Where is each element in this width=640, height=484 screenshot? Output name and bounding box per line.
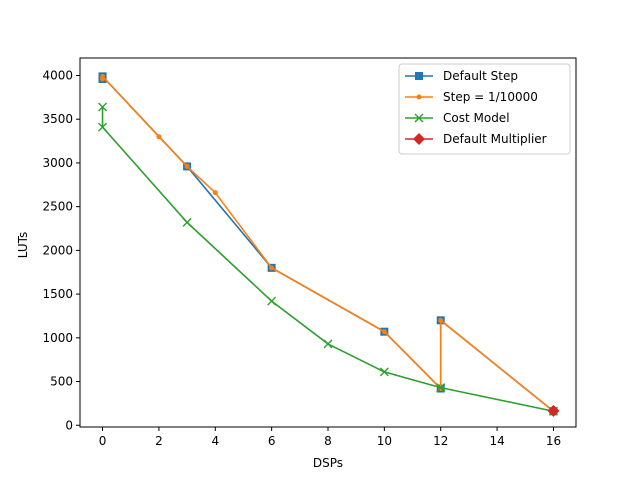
legend-entry: Cost Model — [405, 111, 510, 125]
x-axis-label: DSPs — [313, 456, 343, 470]
legend: Default Step Step = 1/10000 Cost Model Defa… — [398, 63, 571, 155]
legend-label: Default Step — [443, 69, 518, 83]
data-point — [436, 383, 446, 393]
data-point — [156, 134, 162, 140]
legend-label: Step = 1/10000 — [443, 90, 538, 104]
x-tick-label: 12 — [433, 434, 448, 448]
data-point — [547, 404, 560, 417]
series-3 — [547, 404, 560, 417]
legend-box — [398, 63, 571, 155]
data-point — [269, 265, 275, 271]
data-point — [98, 122, 108, 132]
data-point — [98, 102, 108, 112]
y-tick-label: 0 — [65, 418, 73, 432]
axes: 0 2 4 6 8 10 12 14 16 0 500 1000 1500 2000 2500 3000 350… — [42, 57, 577, 448]
series-line — [101, 74, 554, 412]
data-point — [323, 339, 333, 349]
series-line — [101, 106, 554, 413]
legend-marker — [414, 113, 424, 123]
y-tick-label: 4000 — [42, 68, 73, 82]
x-tick-label: 16 — [546, 434, 561, 448]
data-point — [182, 217, 192, 227]
legend-entry: Default Multiplier — [405, 132, 547, 146]
x-tick-label: 14 — [489, 434, 504, 448]
x-tick-label: 10 — [377, 434, 392, 448]
legend-entry: Default Step — [405, 69, 518, 83]
y-tick-label: 1500 — [42, 287, 73, 301]
y-tick-label: 500 — [50, 375, 73, 389]
legend-marker — [415, 72, 423, 80]
legend-marker — [416, 94, 422, 100]
x-tick-label: 0 — [99, 434, 107, 448]
x-tick-label: 6 — [268, 434, 276, 448]
legend-entry: Step = 1/10000 — [405, 90, 538, 104]
data-point — [381, 329, 387, 335]
legend-marker — [413, 133, 425, 145]
legend-label: Default Multiplier — [443, 132, 547, 146]
legend-label: Cost Model — [443, 111, 510, 125]
data-point — [100, 73, 106, 79]
data-point — [438, 317, 444, 323]
y-tick-label: 2500 — [42, 200, 73, 214]
y-axis-label: LUTs — [16, 232, 30, 258]
x-tick-label: 4 — [211, 434, 219, 448]
y-tick-label: 3000 — [42, 156, 73, 170]
y-tick-label: 1000 — [42, 331, 73, 345]
data-point — [184, 163, 190, 169]
x-tick-label: 8 — [324, 434, 332, 448]
data-point — [212, 190, 218, 196]
plot-area — [98, 72, 560, 417]
data-point — [379, 367, 389, 377]
data-point — [267, 296, 277, 306]
x-tick-label: 2 — [155, 434, 163, 448]
y-tick-label: 2000 — [42, 243, 73, 257]
y-tick-label: 3500 — [42, 112, 73, 126]
